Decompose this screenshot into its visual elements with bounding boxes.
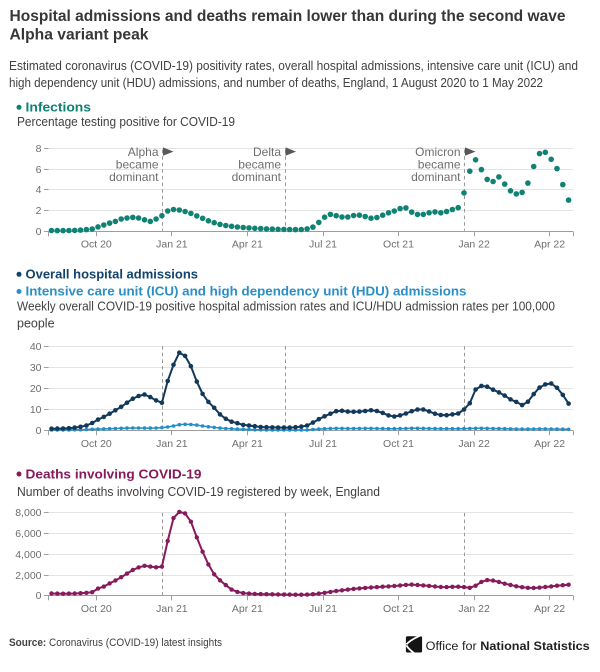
svg-text:Jul 21: Jul 21 [309, 239, 337, 251]
svg-text:30: 30 [30, 362, 42, 374]
svg-text:people: people [17, 317, 55, 331]
svg-text:Jan 21: Jan 21 [156, 603, 188, 615]
svg-text:Alpha variant peak: Alpha variant peak [10, 27, 149, 44]
svg-text:Weekly overall COVID-19 positi: Weekly overall COVID-19 positive hospita… [17, 300, 555, 314]
svg-text:Deaths involving COVID-19: Deaths involving COVID-19 [26, 466, 202, 481]
svg-text:0: 0 [36, 590, 42, 602]
svg-text:Apr 22: Apr 22 [534, 603, 565, 615]
svg-text:Apr 21: Apr 21 [232, 438, 263, 450]
svg-text:6: 6 [36, 164, 42, 176]
svg-text:Jan 22: Jan 22 [458, 603, 490, 615]
svg-text:10: 10 [30, 404, 42, 416]
svg-text:Jan 22: Jan 22 [458, 438, 490, 450]
svg-text:Intensive care unit (ICU) and: Intensive care unit (ICU) and high depen… [26, 284, 467, 299]
svg-text:8: 8 [36, 143, 42, 155]
svg-text:Oct 20: Oct 20 [81, 603, 112, 615]
svg-text:Jul 21: Jul 21 [309, 603, 337, 615]
svg-text:Jan 21: Jan 21 [156, 239, 188, 251]
svg-text:Alpha: Alpha [128, 145, 159, 159]
svg-text:dominant: dominant [232, 170, 282, 184]
svg-text:Overall hospital admissions: Overall hospital admissions [26, 267, 199, 282]
svg-text:dominant: dominant [411, 170, 461, 184]
svg-text:6,000: 6,000 [15, 528, 41, 540]
svg-text:Oct 20: Oct 20 [81, 438, 112, 450]
svg-text:Hospital admissions and deaths: Hospital admissions and deaths remain lo… [10, 8, 566, 25]
svg-text:Apr 21: Apr 21 [232, 239, 263, 251]
svg-text:Office for National Statistics: Office for National Statistics [426, 639, 590, 653]
svg-text:Jul 21: Jul 21 [309, 438, 337, 450]
svg-text:2: 2 [36, 205, 42, 217]
svg-text:4: 4 [36, 184, 42, 196]
svg-text:Apr 21: Apr 21 [232, 603, 263, 615]
svg-text:Source: Coronavirus (COVID-19): Source: Coronavirus (COVID-19) latest in… [9, 637, 222, 649]
svg-text:0: 0 [36, 226, 42, 238]
svg-text:became: became [238, 158, 281, 172]
svg-text:became: became [418, 158, 461, 172]
svg-text:Oct 21: Oct 21 [383, 438, 414, 450]
svg-text:Omicron: Omicron [415, 145, 460, 159]
svg-text:20: 20 [30, 383, 42, 395]
svg-text:Oct 20: Oct 20 [81, 239, 112, 251]
svg-text:Percentage testing positive fo: Percentage testing positive for COVID-19 [17, 115, 235, 129]
svg-text:Apr 22: Apr 22 [534, 438, 565, 450]
svg-text:Jan 21: Jan 21 [156, 438, 188, 450]
svg-text:0: 0 [36, 425, 42, 437]
svg-text:Jan 22: Jan 22 [458, 239, 490, 251]
svg-text:Apr 22: Apr 22 [534, 239, 565, 251]
svg-text:4,000: 4,000 [15, 549, 41, 561]
svg-text:40: 40 [30, 341, 42, 353]
svg-text:Number of deaths involving COV: Number of deaths involving COVID-19 regi… [17, 485, 380, 499]
svg-text:Infections: Infections [26, 99, 92, 114]
svg-text:2,000: 2,000 [15, 570, 41, 582]
svg-text:high dependency unit (HDU) adm: high dependency unit (HDU) admissions, a… [9, 76, 543, 90]
svg-text:Delta: Delta [253, 145, 281, 159]
svg-text:Oct 21: Oct 21 [383, 603, 414, 615]
svg-text:became: became [116, 158, 159, 172]
svg-text:dominant: dominant [109, 170, 159, 184]
svg-text:Oct 21: Oct 21 [383, 239, 414, 251]
svg-text:8,000: 8,000 [15, 507, 41, 519]
svg-text:Estimated coronavirus (COVID-1: Estimated coronavirus (COVID-19) positiv… [9, 59, 578, 73]
